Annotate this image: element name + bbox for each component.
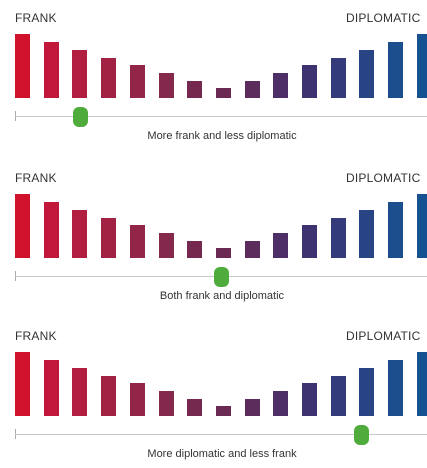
- scale-bar: [359, 210, 374, 258]
- scale-bar: [15, 194, 30, 258]
- frank-label: FRANK: [15, 171, 57, 185]
- scale-bar: [187, 241, 202, 258]
- scale-bar: [130, 383, 145, 416]
- slider-handle[interactable]: [214, 267, 229, 287]
- scale-bar: [302, 65, 317, 98]
- slider-handle[interactable]: [354, 425, 369, 445]
- scale-bar: [417, 194, 427, 258]
- scale-bar: [331, 376, 346, 416]
- scale-bar: [72, 50, 87, 98]
- scale-bar: [388, 360, 403, 416]
- scale-bar: [359, 50, 374, 98]
- slider-caption: Both frank and diplomatic: [159, 290, 285, 302]
- scale-bar: [72, 368, 87, 416]
- slider-caption: More diplomatic and less frank: [147, 448, 297, 460]
- scale-bar: [273, 73, 288, 98]
- scale-bar: [417, 34, 427, 98]
- slider-caption: More frank and less diplomatic: [147, 130, 297, 142]
- slider-track[interactable]: [15, 434, 427, 435]
- scale-bar: [216, 248, 231, 258]
- slider-track[interactable]: [15, 116, 427, 117]
- diplomatic-label: DIPLOMATIC: [346, 171, 421, 185]
- scale-bar: [302, 225, 317, 258]
- scale-bar: [159, 391, 174, 416]
- scale-bar: [245, 399, 260, 416]
- scale-bar: [44, 360, 59, 416]
- scale-bar: [72, 210, 87, 258]
- scale-bar: [302, 383, 317, 416]
- frankness-panel-1: FRANK DIPLOMATIC More frank and less dip…: [0, 0, 427, 150]
- frank-label: FRANK: [15, 11, 57, 25]
- scale-bar: [331, 218, 346, 258]
- scale-bar: [130, 65, 145, 98]
- scale-bar: [130, 225, 145, 258]
- scale-bar: [187, 399, 202, 416]
- scale-bar: [159, 73, 174, 98]
- scale-bar: [331, 58, 346, 98]
- scale-bar: [245, 241, 260, 258]
- scale-bars: [0, 346, 427, 416]
- scale-bar: [44, 42, 59, 98]
- scale-bar: [273, 391, 288, 416]
- scale-bar: [15, 34, 30, 98]
- slider-handle[interactable]: [73, 107, 88, 127]
- frankness-panel-3: FRANK DIPLOMATIC More diplomatic and les…: [0, 318, 427, 468]
- scale-bar: [273, 233, 288, 258]
- frank-label: FRANK: [15, 329, 57, 343]
- scale-bar: [216, 406, 231, 416]
- frankness-panel-2: FRANK DIPLOMATIC Both frank and diplomat…: [0, 160, 427, 310]
- scale-bar: [44, 202, 59, 258]
- diplomatic-label: DIPLOMATIC: [346, 11, 421, 25]
- scale-bar: [159, 233, 174, 258]
- scale-bar: [15, 352, 30, 416]
- scale-bar: [359, 368, 374, 416]
- scale-bar: [101, 376, 116, 416]
- scale-bars: [0, 188, 427, 258]
- scale-bar: [245, 81, 260, 98]
- diplomatic-label: DIPLOMATIC: [346, 329, 421, 343]
- scale-bar: [216, 88, 231, 98]
- scale-bar: [388, 202, 403, 258]
- scale-bar: [417, 352, 427, 416]
- scale-bar: [388, 42, 403, 98]
- scale-bar: [187, 81, 202, 98]
- scale-bars: [0, 28, 427, 98]
- scale-bar: [101, 58, 116, 98]
- scale-bar: [101, 218, 116, 258]
